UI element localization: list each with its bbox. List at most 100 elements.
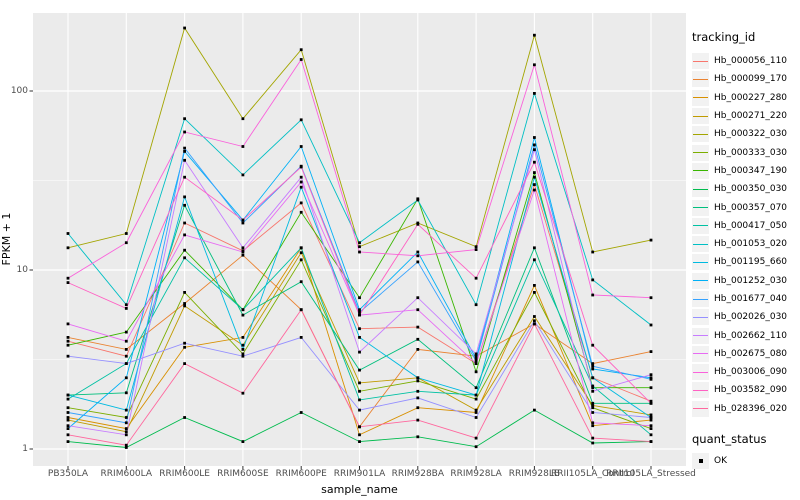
data-point (241, 440, 245, 443)
data-point (358, 425, 361, 429)
legend-item: Hb_000271_220 (692, 107, 798, 125)
data-point (416, 198, 420, 202)
legend-label: Hb_003582_090 (714, 385, 788, 396)
legend-line-icon (693, 207, 708, 209)
data-point (416, 325, 420, 329)
data-point (591, 278, 595, 282)
legend-item: Hb_000347_190 (692, 162, 798, 180)
data-point (241, 313, 245, 317)
data-point (591, 436, 595, 440)
quant-status-label: OK (714, 455, 727, 466)
quant-key-swatch (692, 452, 709, 469)
data-point (649, 401, 653, 405)
data-point (591, 401, 595, 405)
data-point (474, 303, 478, 307)
legend-item: Hb_000350_030 (692, 180, 798, 198)
data-point (649, 238, 653, 242)
data-point (591, 376, 595, 380)
data-point (358, 433, 361, 437)
data-point (474, 354, 478, 358)
data-point (66, 232, 70, 235)
legend-key-swatch (692, 345, 709, 362)
data-point (533, 408, 536, 412)
data-point (416, 389, 420, 393)
data-point (416, 254, 420, 258)
data-point (183, 175, 186, 179)
legend-item: Hb_000227_280 (692, 89, 798, 107)
data-point (241, 354, 245, 358)
data-point (241, 218, 245, 222)
legend-line-icon (693, 280, 708, 282)
legend-key-swatch (692, 309, 709, 326)
data-point (183, 158, 186, 162)
data-point (66, 281, 70, 284)
legend-line-icon (693, 188, 708, 190)
legend-key-swatch (692, 382, 709, 399)
data-point (124, 433, 128, 437)
legend-label: Hb_000322_030 (714, 129, 788, 140)
data-point (649, 377, 653, 381)
data-point (183, 146, 186, 150)
data-point (649, 323, 653, 327)
legend-key-swatch (692, 400, 709, 417)
data-point (533, 319, 536, 323)
data-point (66, 276, 70, 280)
legend-key-swatch (692, 181, 709, 198)
legend-key-swatch (692, 71, 709, 88)
data-point (416, 222, 420, 226)
data-point (66, 339, 70, 343)
data-point (66, 354, 70, 358)
data-point (591, 362, 595, 365)
legend-key-swatch (692, 89, 709, 106)
legend-items: Hb_000056_110 Hb_000099_170 Hb_000227_280 H… (692, 52, 798, 418)
data-point (591, 367, 595, 371)
data-point (591, 411, 595, 414)
data-point (66, 397, 70, 401)
data-point (241, 246, 245, 250)
y-axis-title: FPKM + 1 (0, 212, 13, 266)
data-point (66, 411, 70, 414)
data-point (474, 408, 478, 412)
data-point (591, 386, 595, 390)
data-point (649, 350, 653, 353)
data-point (183, 195, 186, 199)
legend-line-icon (693, 335, 708, 337)
data-point (183, 248, 186, 252)
legend-label: Hb_000333_030 (714, 147, 788, 158)
data-point (533, 284, 536, 287)
data-point (124, 307, 128, 310)
legend-key-swatch (692, 254, 709, 271)
data-point (591, 343, 595, 347)
data-point (591, 406, 595, 410)
data-point (299, 336, 303, 339)
x-tick-label: RRII105LA_Control (550, 469, 635, 479)
data-point (533, 291, 536, 294)
legend-label: Hb_028396_020 (714, 403, 788, 414)
data-point (358, 381, 361, 385)
legend-item: Hb_000056_110 (692, 52, 798, 70)
data-point (299, 180, 303, 184)
data-point (124, 348, 128, 351)
data-point (533, 160, 536, 164)
legend-item: Hb_000357_070 (692, 198, 798, 216)
legend-label: Hb_002026_030 (714, 312, 788, 323)
data-point (474, 370, 478, 374)
legend: tracking_id Hb_000056_110 Hb_000099_170 Hb… (692, 30, 798, 469)
legend-title: tracking_id (692, 30, 756, 44)
data-point (649, 440, 653, 443)
data-point (416, 418, 420, 422)
data-point (124, 362, 128, 365)
data-point (124, 354, 128, 358)
legend-key-swatch (692, 364, 709, 381)
data-point (124, 339, 128, 343)
data-point (474, 245, 478, 249)
x-tick-label: RRII105LA_Stressed (606, 469, 696, 479)
data-point (124, 232, 128, 235)
legend-line-icon (693, 353, 708, 355)
data-point (183, 203, 186, 207)
y-tick-label: 10 (16, 265, 28, 275)
data-point (533, 322, 536, 326)
data-point (474, 436, 478, 440)
legend-line-icon (693, 152, 708, 154)
data-point (241, 308, 245, 312)
